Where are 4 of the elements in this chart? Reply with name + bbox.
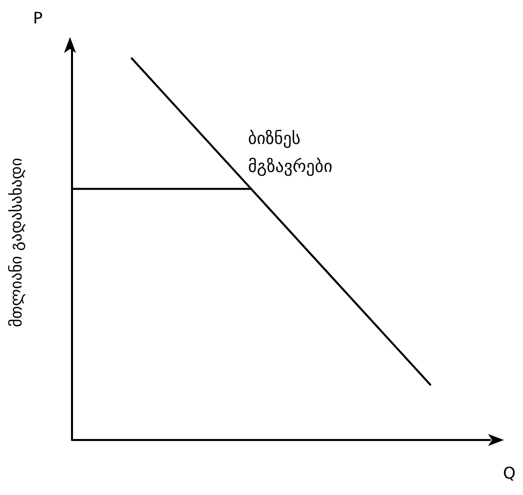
text: P	[33, 8, 43, 28]
x-axis-title: Q	[503, 464, 516, 482]
y-axis-title: მთლიანი გადასახადი	[6, 158, 26, 328]
annotation: ბიზნეს მგზავრები	[248, 129, 332, 177]
